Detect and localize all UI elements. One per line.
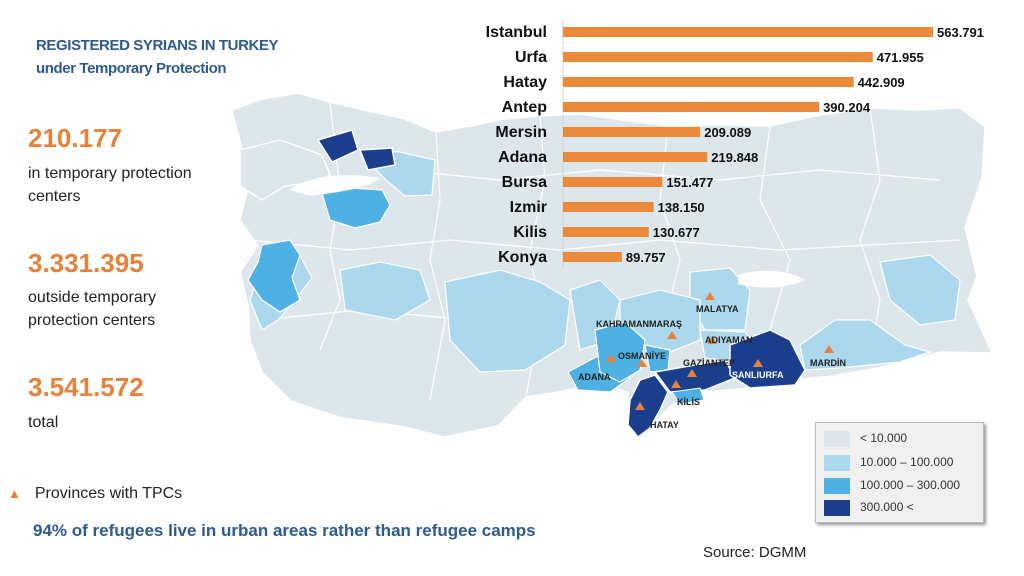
bar-value-label: 130.677 [653,225,700,240]
bar-value-label: 442.909 [858,75,905,90]
chart-title: REGISTERED SYRIANS IN TURKEY [36,37,279,54]
legend-row: 100.000 – 300.000 [824,478,960,494]
region-kilis [671,387,705,405]
tpc-marker-mardin [824,345,834,353]
stat-total-value: 3.541.572 [28,372,144,402]
bar-value-label: 390.204 [823,100,871,115]
bar-category-label: Bursa [502,174,547,191]
tpc-marker-adiyaman [707,336,717,344]
bar-category-label: Izmir [510,199,547,216]
legend-swatch [824,455,850,471]
province-label: ADIYAMAN [705,335,753,345]
region-konya [444,269,571,373]
bar-value-label: 138.150 [658,200,705,215]
bar-value-label: 219.848 [711,150,758,165]
bar-urfa [563,52,873,62]
bar-mersin [563,127,701,137]
stat-tpc-label: in temporary protection centers [28,165,192,205]
legend-label: < 10.000 [860,431,908,446]
bar-adana [563,152,708,162]
marmara-sea [290,175,380,196]
province-label: HATAY [650,420,679,430]
bar-category-label: Urfa [515,49,547,66]
bar-value-label: 471.955 [877,50,924,65]
legend-swatch [824,431,850,447]
region-east-1 [879,254,961,326]
bar-value-label: 209.089 [704,125,751,140]
tpc-marker-adana [606,354,616,362]
tpc-legend-label: Provinces with TPCs [34,485,183,502]
region-mardin [799,319,933,371]
bar-konya [563,252,622,262]
bar-value-label: 89.757 [626,250,666,265]
legend-swatch [824,478,850,494]
bar-category-label: Hatay [503,74,547,91]
bar-category-label: Konya [498,249,547,266]
bar-bursa [563,177,663,187]
tpc-marker-sanliurfa [753,359,763,367]
chart-subtitle: under Temporary Protection [36,60,227,77]
tpc-markers [606,292,834,410]
tpc-legend: ▲ Provinces with TPCs [8,485,182,503]
bar-chart: Istanbul 563.791 Urfa 471.955 Hatay 442.909 An… [486,20,984,268]
tpc-marker-malatya [705,292,715,300]
bar-istanbul [563,27,933,37]
stat-total-label: total [28,414,59,431]
triangle-icon: ▲ [8,486,21,501]
legend-label: 10.000 – 100.000 [860,455,954,470]
tpc-marker-gaziantep [687,369,697,377]
province-label: KİLİS [677,397,700,407]
tpc-marker-osmaniye [637,359,647,367]
caspian-lake [738,270,805,288]
region-adana [594,321,646,383]
tpc-marker-kilis [671,380,681,388]
bar-category-label: Antep [502,99,548,116]
bar-value-label: 563.791 [937,25,984,40]
stat-outside-value: 3.331.395 [28,248,144,278]
bar-category-label: Adana [498,149,547,166]
bar-kilis [563,227,649,237]
region-izmir [247,239,301,313]
stat-tpc-value: 210.177 [28,123,122,153]
province-label: MARDİN [810,358,846,368]
tpc-marker-hatay [635,402,645,410]
map-legend: < 10.000 10.000 – 100.000 100.000 – 300.… [815,422,984,523]
region-istanbul-east [358,147,396,171]
region-bursa [321,187,391,229]
footnote: 94% of refugees live in urban areas rath… [33,521,536,540]
legend-label: 300.000 < [860,500,914,515]
bar-hatay [563,77,854,87]
bar-category-label: Mersin [495,124,547,141]
legend-row: < 10.000 [824,431,907,447]
legend-label: 100.000 – 300.000 [860,478,961,493]
source-note: Source: DGMM [703,544,807,561]
bar-izmir [563,202,654,212]
bar-antep [563,102,820,112]
legend-swatch [824,500,850,516]
stat-outside-label: outside temporary protection centers [28,289,157,329]
province-label: MALATYA [696,304,739,314]
region-inland-west [339,261,431,321]
bar-category-label: Istanbul [486,24,547,41]
region-istanbul-west [316,129,359,163]
region-sanliurfa [729,329,806,389]
province-label: KAHRAMANMARAŞ [596,319,682,329]
legend-row: 300.000 < [824,500,914,516]
region-hatay [627,374,669,439]
legend-row: 10.000 – 100.000 [824,455,953,471]
bar-value-label: 151.477 [666,175,713,190]
province-label: ADANA [578,372,611,382]
tpc-marker-kahramanmaras [667,331,677,339]
province-label: OSMANİYE [618,351,666,361]
bar-category-label: Kilis [513,224,547,241]
province-label: GAZİANTEP [683,358,735,368]
province-label: ŞANLIURFA [732,370,784,380]
